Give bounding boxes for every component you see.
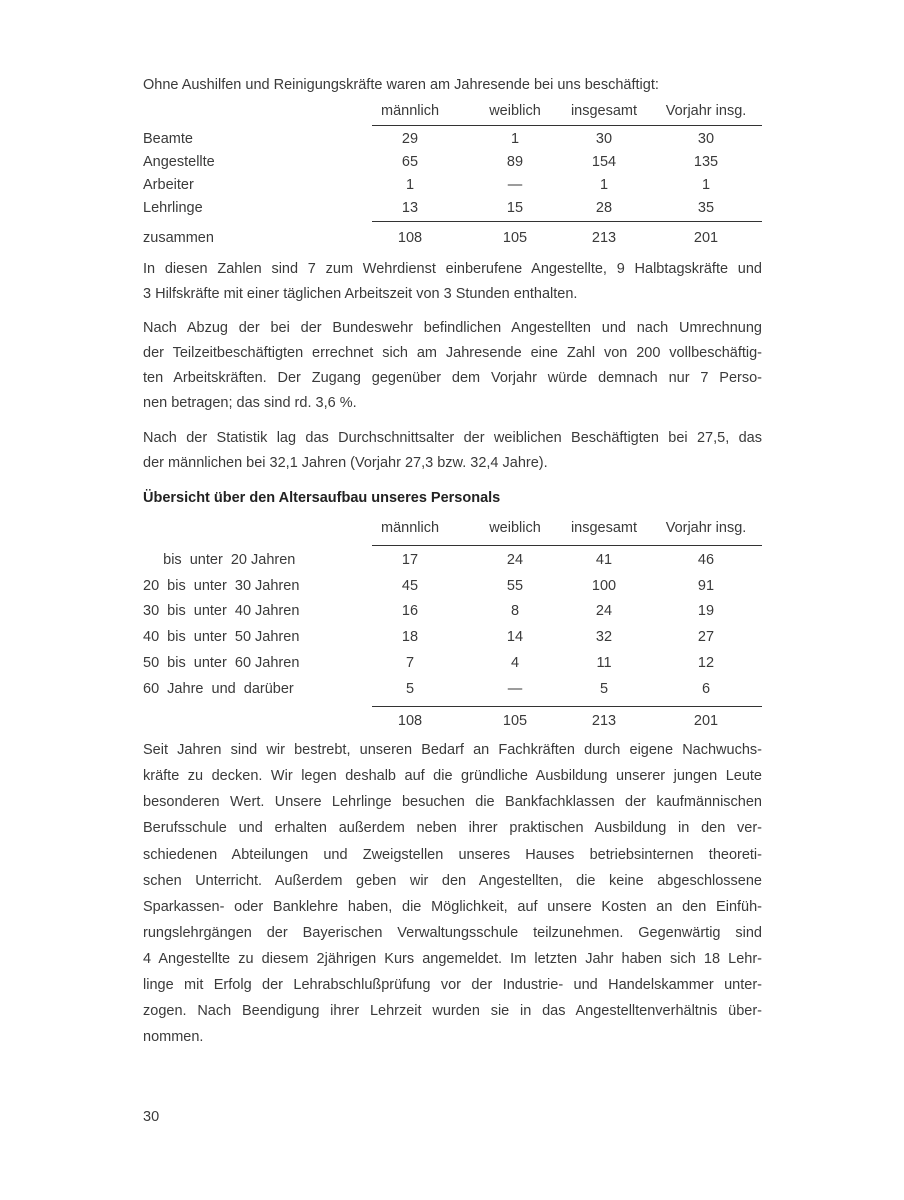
paragraph-line: Nach Abzug der bei der Bundeswehr befind… [143,320,762,336]
row-label: Lehrlinge [143,200,203,216]
total-cell: 108 [397,713,423,729]
paragraph-line: schiedenen Abteilungen und Zweigstellen … [143,847,762,863]
table-cell: 30 [595,131,613,147]
table-cell: 28 [595,200,613,216]
table-cell: 5 [599,681,609,697]
row-label: 60 Jahre und darüber [143,681,294,697]
table-cell: 89 [506,154,524,170]
total-cell: 213 [591,713,617,729]
section-heading: Übersicht über den Altersaufbau unseres … [143,490,501,506]
row-label: bis unter 20 Jahren [143,552,296,568]
table-cell: 27 [697,629,715,645]
paragraph-line: der Teilzeitbeschäftigten errechnet sich… [143,345,762,361]
table-cell: 15 [506,200,524,216]
row-label: Arbeiter [143,177,194,193]
column-header: weiblich [489,520,541,536]
row-label: Angestellte [143,154,215,170]
column-header: insgesamt [570,520,638,536]
paragraph-line: schen Unterricht. Außerdem geben wir den… [143,873,762,889]
paragraph-line: zogen. Nach Beendigung ihrer Lehrzeit wu… [143,1003,762,1019]
table-cell: 8 [510,603,520,619]
paragraph-line: nommen. [143,1029,204,1045]
total-cell: 201 [693,230,719,246]
table-cell: — [507,681,523,697]
table-cell: 41 [595,552,613,568]
table-cell: — [507,177,523,193]
total-cell: 201 [693,713,719,729]
column-header: weiblich [489,103,541,119]
table-cell: 12 [697,655,715,671]
table-cell: 19 [697,603,715,619]
paragraph-line: In diesen Zahlen sind 7 zum Wehrdienst e… [143,261,762,277]
table-cell: 29 [401,131,419,147]
table-cell: 30 [697,131,715,147]
paragraph-line: Seit Jahren sind wir bestrebt, unseren B… [143,742,762,758]
column-header: Vorjahr insg. [665,520,747,536]
table-cell: 1 [510,131,520,147]
table-cell: 135 [693,154,719,170]
table-cell: 46 [697,552,715,568]
table-rule [372,545,762,546]
paragraph-line: 4 Angestellte zu diesem 2jährigen Kurs a… [143,951,762,967]
table-cell: 4 [510,655,520,671]
table-cell: 11 [596,655,612,671]
paragraph-line: besonderen Wert. Unsere Lehrlinge besuch… [143,794,762,810]
paragraph-line: nen betragen; das sind rd. 3,6 %. [143,395,357,411]
paragraph-line: ten Arbeitskräften. Der Zugang gegenüber… [143,370,762,386]
paragraph-line: Berufsschule und erhalten außerdem neben… [143,820,762,836]
paragraph-line: 3 Hilfskräfte mit einer täglichen Arbeit… [143,286,578,302]
table-cell: 65 [401,154,419,170]
table-cell: 13 [401,200,419,216]
table-cell: 1 [599,177,609,193]
column-header: insgesamt [570,103,638,119]
table-cell: 35 [697,200,715,216]
table-cell: 18 [401,629,419,645]
paragraph-line: der männlichen bei 32,1 Jahren (Vorjahr … [143,455,548,471]
column-header: männlich [380,103,440,119]
total-cell: 213 [591,230,617,246]
total-cell: 105 [502,713,528,729]
total-cell: 105 [502,230,528,246]
table-cell: 1 [405,177,415,193]
table-cell: 14 [506,629,524,645]
total-label: zusammen [143,230,214,246]
table-rule [372,706,762,707]
total-cell: 108 [397,230,423,246]
row-label: 40 bis unter 50 Jahren [143,629,300,645]
column-header: männlich [380,520,440,536]
table-cell: 154 [591,154,617,170]
row-label: Beamte [143,131,193,147]
table-cell: 45 [401,578,419,594]
table-cell: 16 [401,603,419,619]
table-cell: 24 [506,552,524,568]
column-header: Vorjahr insg. [665,103,747,119]
row-label: 50 bis unter 60 Jahren [143,655,300,671]
paragraph-line: kräfte zu decken. Wir legen deshalb auf … [143,768,762,784]
row-label: 20 bis unter 30 Jahren [143,578,300,594]
row-label: 30 bis unter 40 Jahren [143,603,300,619]
table-cell: 100 [591,578,617,594]
intro-text: Ohne Aushilfen und Reinigungskräfte ware… [143,77,659,93]
paragraph-line: rungslehrgängen der Bayerischen Verwaltu… [143,925,762,941]
paragraph-line: Nach der Statistik lag das Durchschnitts… [143,430,762,446]
table-rule [372,221,762,222]
table-cell: 5 [405,681,415,697]
table-cell: 91 [697,578,715,594]
table-cell: 7 [405,655,415,671]
table-cell: 1 [701,177,711,193]
paragraph-line: linge mit Erfolg der Lehrabschlußprüfung… [143,977,762,993]
table-rule [372,125,762,126]
table-cell: 55 [506,578,524,594]
page-number: 30 [143,1109,160,1125]
table-cell: 6 [701,681,711,697]
table-cell: 32 [595,629,613,645]
table-cell: 24 [595,603,613,619]
paragraph-line: Sparkassen- oder Banklehre haben, die Mö… [143,899,762,915]
table-cell: 17 [401,552,419,568]
